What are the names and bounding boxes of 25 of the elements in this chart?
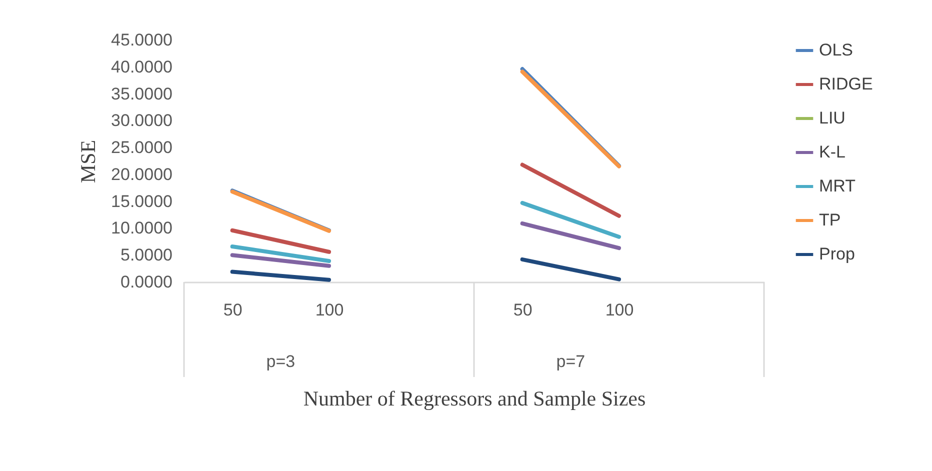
- y-tick-label: 20.0000: [111, 164, 172, 184]
- y-tick-label: 45.0000: [111, 30, 172, 50]
- x-tick-label: 100: [605, 300, 634, 320]
- y-tick-label: 0.0000: [120, 272, 172, 292]
- y-tick-label: 40.0000: [111, 57, 172, 76]
- legend-label: OLS: [819, 40, 854, 60]
- y-tick-label: 30.0000: [111, 111, 172, 130]
- y-tick-label: 5.0000: [120, 246, 172, 265]
- y-tick-label: 25.0000: [111, 138, 172, 158]
- legend-label: Prop: [819, 244, 855, 264]
- legend-label: RIDGE: [819, 74, 873, 94]
- legend-label: MRT: [819, 176, 856, 196]
- y-tick-label: 15.0000: [111, 192, 172, 211]
- text: p=7: [556, 352, 586, 371]
- legend-label: LIU: [819, 108, 846, 128]
- legend-label: TP: [819, 210, 841, 230]
- y-tick-label: 10.0000: [111, 218, 172, 238]
- x-tick-label: 50: [513, 300, 532, 320]
- y-tick-label: 35.0000: [111, 84, 172, 104]
- text: p=3: [266, 352, 296, 371]
- x-axis-title: Number of Regressors and Sample Sizes: [303, 386, 646, 410]
- legend-label: K-L: [819, 142, 846, 162]
- x-tick-label: 100: [315, 300, 344, 320]
- y-axis-title: MSE: [76, 140, 100, 184]
- x-tick-label: 50: [223, 300, 242, 320]
